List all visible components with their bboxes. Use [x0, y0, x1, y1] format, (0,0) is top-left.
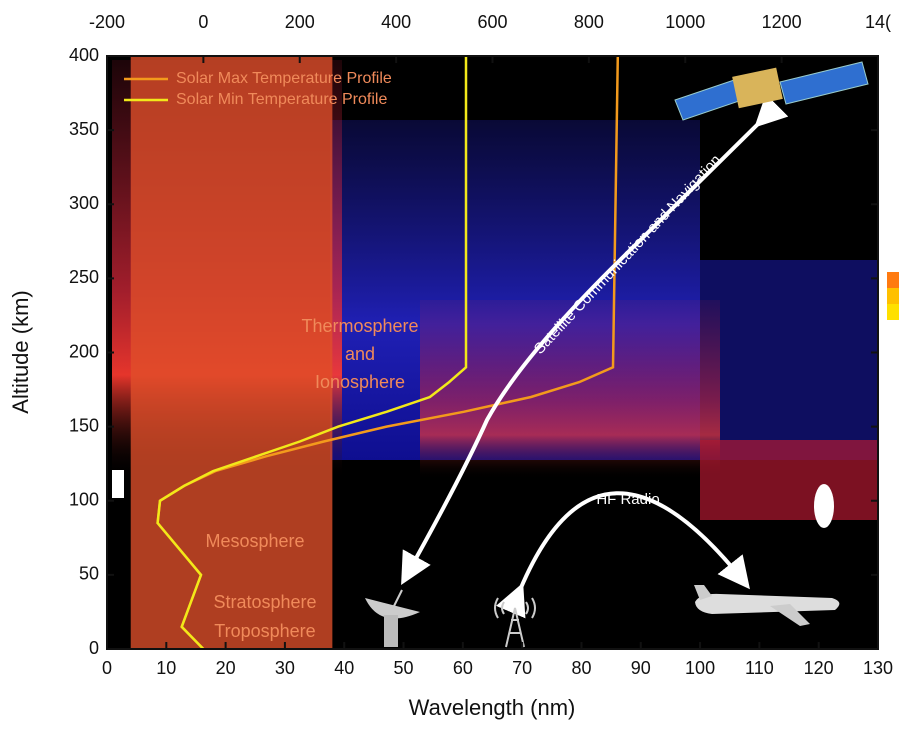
legend-label: Solar Min Temperature Profile: [176, 91, 387, 108]
y-tick-label: 350: [69, 119, 99, 139]
icons: [365, 61, 869, 648]
plane-icon: [694, 585, 840, 626]
x2-tick-label: -200: [89, 12, 125, 32]
tower-icon: [494, 597, 536, 648]
satellite-icon: [674, 61, 869, 121]
annotation: Ionosphere: [315, 372, 405, 392]
y-tick-label: 200: [69, 341, 99, 361]
x2-tick-label: 800: [574, 12, 604, 32]
x2-tick-label: 14(: [865, 12, 891, 32]
x-tick-label: 100: [685, 658, 715, 678]
y-tick-label: 50: [79, 564, 99, 584]
annotation: and: [345, 344, 375, 364]
x-tick-label: 10: [156, 658, 176, 678]
annotation: Stratosphere: [213, 592, 316, 612]
y-tick-label: 300: [69, 193, 99, 213]
y-tick-label: 150: [69, 415, 99, 435]
annotation: HF Radio: [596, 491, 659, 508]
colorbar-fragment: [887, 272, 899, 336]
x-tick-label: 20: [216, 658, 236, 678]
x-tick-label: 130: [863, 658, 893, 678]
y-tick-label: 400: [69, 45, 99, 65]
highlight-band: [130, 56, 333, 649]
x-tick-label: 70: [512, 658, 532, 678]
annotation: Thermosphere: [301, 316, 418, 336]
x-tick-label: 0: [102, 658, 112, 678]
x-tick-label: 40: [334, 658, 354, 678]
x2-tick-label: 400: [381, 12, 411, 32]
x-tick-label: 60: [453, 658, 473, 678]
x2-tick-label: 600: [477, 12, 507, 32]
y-tick-label: 250: [69, 267, 99, 287]
x-axis-title: Wavelength (nm): [409, 695, 576, 720]
arrows: [401, 93, 789, 619]
x2-tick-label: 1000: [665, 12, 705, 32]
legend-label: Solar Max Temperature Profile: [176, 70, 392, 87]
x-tick-label: 90: [631, 658, 651, 678]
annotation: Mesosphere: [205, 531, 304, 551]
y-axis-title: Altitude (km): [8, 290, 33, 413]
x2-tick-label: 200: [285, 12, 315, 32]
x2-tick-label: 0: [198, 12, 208, 32]
y-tick-label: 0: [89, 638, 99, 658]
x-tick-label: 80: [571, 658, 591, 678]
x-tick-label: 120: [804, 658, 834, 678]
x2-tick-label: 1200: [762, 12, 802, 32]
dish-icon: [365, 589, 420, 647]
y-tick-label: 100: [69, 490, 99, 510]
x-tick-label: 50: [394, 658, 414, 678]
x-tick-label: 110: [745, 658, 774, 678]
annotation: Troposphere: [214, 621, 315, 641]
x-tick-label: 30: [275, 658, 295, 678]
